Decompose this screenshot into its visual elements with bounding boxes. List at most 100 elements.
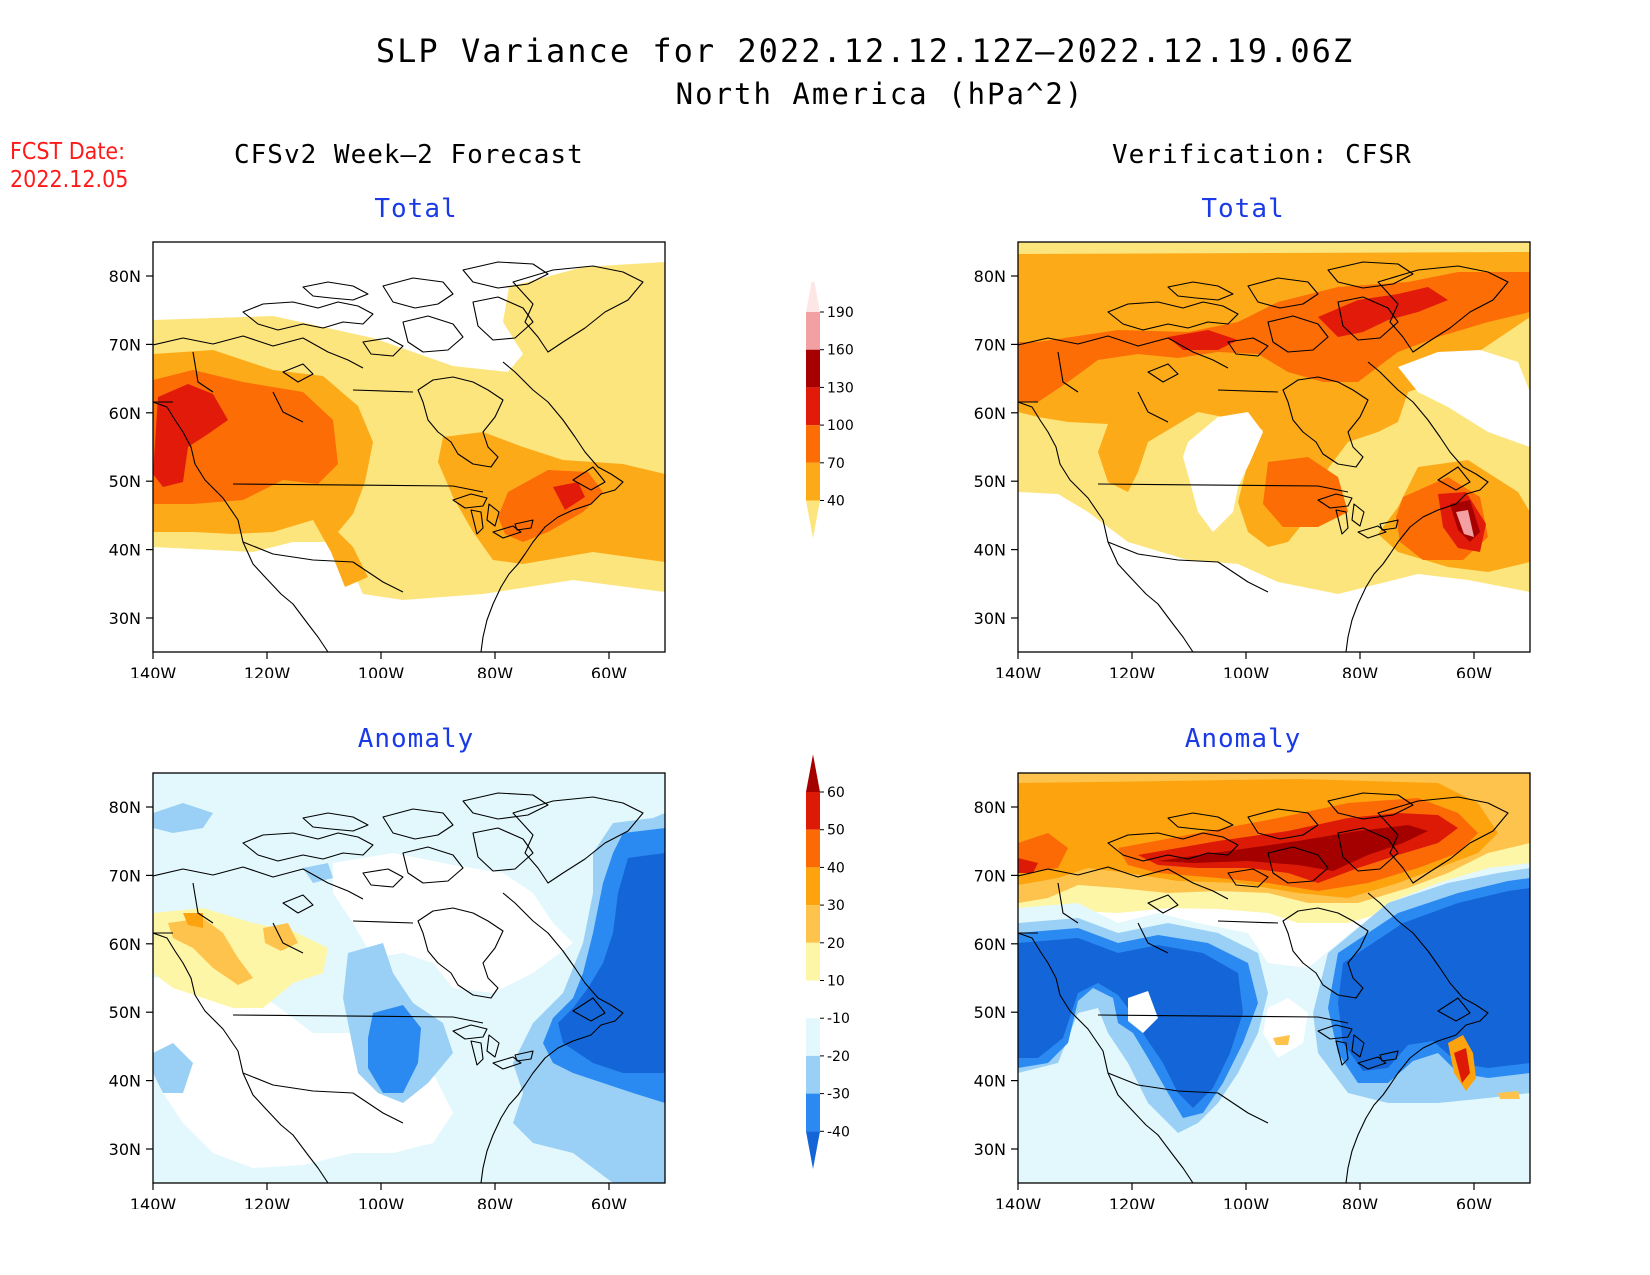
colorbar-segment [806,905,820,943]
colorbar-label: 190 [827,305,854,321]
lon-tick-label: 120W [1109,1195,1156,1209]
lon-tick-label: 60W [591,664,627,678]
lat-tick-label: 70N [974,866,1006,885]
lon-tick-label: 100W [1223,664,1270,678]
lat-tick-label: 40N [974,1072,1006,1091]
lat-tick-label: 60N [109,935,141,954]
lat-tick-label: 80N [974,267,1006,286]
colorbar-label: 100 [827,418,854,434]
lon-tick-label: 120W [244,1195,291,1209]
lat-tick-label: 80N [109,798,141,817]
colorbar-segment [806,867,820,906]
verification-anomaly-title: Anomaly [1184,724,1302,754]
verification-total-map: 140W 120W 100W 80W 60W 30N 40N 50N 60N 70N 80N [974,241,1531,678]
lon-tick-label: 80W [1342,664,1378,678]
lon-tick-label: 140W [995,664,1042,678]
colorbar-label: 130 [827,380,854,396]
verification-column-title: Verification: CFSR [1112,140,1412,170]
lat-tick-label: 30N [109,1140,141,1159]
verification-anomaly-axes: 140W 120W 100W 80W 60W 30N 40N 50N 60N 70N 80N [974,798,1493,1209]
lon-tick-label: 80W [1342,1195,1378,1209]
colorbar-label: 220 [827,282,854,283]
lon-tick-label: 140W [995,1195,1042,1209]
colorbar-label: 60 [827,785,845,801]
forecast-column-title: CFSv2 Week—2 Forecast [234,140,584,170]
verification-anomaly-map: 140W 120W 100W 80W 60W 30N 40N 50N 60N 70N 80N [974,772,1531,1209]
total-colorbar: 40 70 100 130 160 190 220 [806,282,854,539]
lon-tick-label: 140W [130,1195,177,1209]
lon-tick-label: 60W [591,1195,627,1209]
forecast-date-value: 2022.12.05 [10,167,129,193]
colorbar-segment [806,1055,820,1094]
forecast-total-map: 140W 120W 100W 80W 60W 30N 40N 50N 60N 70N 80N [109,241,666,678]
lon-tick-label: 100W [358,664,405,678]
colorbar-top-arrow [806,282,820,312]
verification-total-axes: 140W 120W 100W 80W 60W 30N 40N 50N 60N 70N 80N [974,267,1493,678]
colorbar-label: -20 [827,1049,850,1065]
forecast-total-title: Total [374,194,458,224]
verification-total-title: Total [1201,194,1285,224]
lat-tick-label: 40N [109,1072,141,1091]
colorbar-label: -30 [827,1087,850,1103]
colorbar-segment [806,312,820,350]
forecast-anomaly-map: 140W 120W 100W 80W 60W 30N 40N 50N 60N 70N 80N [109,772,666,1209]
forecast-anomaly-axes: 140W 120W 100W 80W 60W 30N 40N 50N 60N 70N 80N [109,798,628,1209]
lat-tick-label: 60N [109,404,141,423]
colorbar-segment [806,387,820,426]
colorbar-label: 40 [827,494,845,510]
lat-tick-label: 70N [974,335,1006,354]
lon-tick-label: 100W [1223,1195,1270,1209]
lat-tick-label: 60N [974,404,1006,423]
forecast-date-block: FCST Date: 2022.12.05 [10,138,128,194]
main-title: SLP Variance for 2022.12.12.12Z—2022.12.… [375,32,1355,70]
colorbar-segment [806,462,820,501]
colorbar-segment [806,942,820,981]
forecast-anomaly-title: Anomaly [357,724,475,754]
lon-tick-label: 140W [130,664,177,678]
lat-tick-label: 80N [109,267,141,286]
colorbar-segment [806,980,820,1019]
colorbar-label: 70 [827,456,845,472]
lon-tick-label: 80W [477,1195,513,1209]
lat-tick-label: 80N [974,798,1006,817]
lon-tick-label: 120W [1109,664,1156,678]
lat-tick-label: 40N [109,541,141,560]
colorbar-segment [806,829,820,868]
lat-tick-label: 30N [109,609,141,628]
colorbar-segment [806,425,820,463]
lon-tick-label: 80W [477,664,513,678]
forecast-date-label: FCST Date: [10,139,126,165]
colorbar-label: -10 [827,1011,850,1027]
colorbar-label: 30 [827,898,845,914]
lat-tick-label: 50N [974,1003,1006,1022]
colorbar-label: 20 [827,936,845,952]
lat-tick-label: 70N [109,866,141,885]
lat-tick-label: 50N [109,472,141,491]
lat-tick-label: 50N [974,472,1006,491]
colorbar-segment [806,1093,820,1132]
main-subtitle: North America (hPa^2) [675,77,1085,111]
lat-tick-label: 40N [974,541,1006,560]
lat-tick-label: 70N [109,335,141,354]
colorbar-label: 50 [827,823,845,839]
colorbar-bottom-arrow [806,1131,820,1169]
colorbar-segment [806,792,820,830]
anomaly-colorbar: -40 -30 -20 -10 10 20 30 40 50 60 [806,754,850,1169]
colorbar-segment [806,1018,820,1056]
lon-tick-label: 60W [1456,664,1492,678]
colorbar-top-arrow [806,754,820,792]
lat-tick-label: 30N [974,609,1006,628]
colorbar-label: 40 [827,860,845,876]
lat-tick-label: 50N [109,1003,141,1022]
colorbar-label: 10 [827,974,845,990]
colorbar-segment [806,349,820,388]
colorbar-label: -40 [827,1124,850,1140]
lon-tick-label: 60W [1456,1195,1492,1209]
lat-tick-label: 30N [974,1140,1006,1159]
lon-tick-label: 120W [244,664,291,678]
forecast-total-axes: 140W 120W 100W 80W 60W 30N 40N 50N 60N 70N 80N [109,267,628,678]
lat-tick-label: 60N [974,935,1006,954]
colorbar-bottom-arrow [806,500,820,539]
colorbar-label: 160 [827,343,854,359]
lon-tick-label: 100W [358,1195,405,1209]
